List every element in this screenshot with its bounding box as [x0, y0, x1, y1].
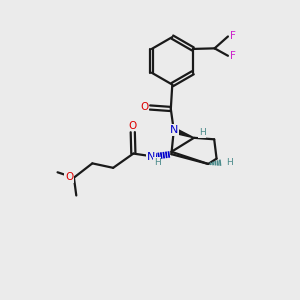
Text: H: H: [199, 128, 206, 137]
Text: O: O: [129, 121, 137, 130]
Polygon shape: [173, 128, 194, 138]
Text: O: O: [65, 172, 73, 182]
Text: N: N: [147, 152, 155, 162]
Text: F: F: [230, 31, 236, 41]
Text: N: N: [169, 125, 178, 135]
Text: O: O: [140, 103, 148, 112]
Text: F: F: [230, 51, 236, 62]
Text: H: H: [154, 158, 160, 167]
Text: H: H: [226, 158, 233, 167]
